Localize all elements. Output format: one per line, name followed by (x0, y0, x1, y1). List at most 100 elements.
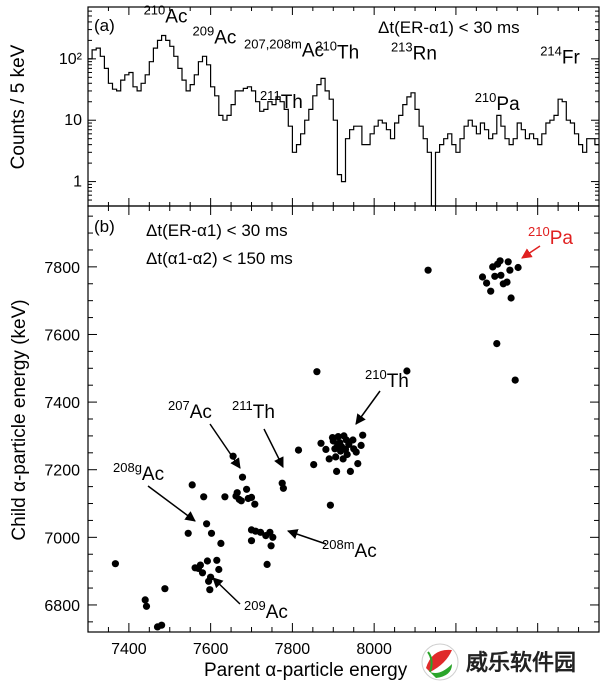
data-point (514, 263, 522, 272)
annotation-label: 208gAc (113, 460, 164, 485)
annotation-label: 209Ac (244, 598, 288, 623)
data-point (188, 481, 196, 489)
data-point (221, 493, 229, 501)
panel-b-ylabel: Child α-particle energy (keV) (9, 299, 30, 540)
data-point (511, 376, 519, 384)
data-point (247, 493, 256, 501)
data-point (349, 436, 357, 444)
data-point (267, 542, 275, 550)
annotation-arrow (263, 428, 284, 468)
panel-a-axis-ticks: 10² 10 1 (59, 6, 600, 207)
y-tick-label: 10² (59, 51, 83, 68)
annotation-label: 211Th (232, 398, 275, 423)
data-point (496, 257, 504, 265)
panel-b-condition-1: Δt(ER-α1) < 30 ms (146, 221, 288, 240)
data-point (333, 467, 341, 475)
x-tick-label: 7400 (111, 641, 147, 658)
data-point (483, 279, 491, 287)
panel-a-histogram (88, 34, 599, 207)
data-point (329, 437, 337, 445)
data-point (493, 340, 501, 348)
data-point (352, 448, 360, 456)
x-tick-label: 7600 (193, 641, 229, 658)
data-point (213, 556, 221, 564)
data-point (161, 585, 169, 593)
peak-label: 210Ac (144, 3, 188, 28)
data-point (359, 431, 367, 439)
data-point (184, 529, 192, 537)
data-point (487, 287, 495, 295)
data-point (196, 561, 204, 569)
panel-b-axis-ticks: 7400760078008000820084006800700072007400… (44, 206, 600, 658)
panel-b: (b) Δt(ER-α1) < 30 ms Δt(α1-α2) < 150 ms… (9, 205, 600, 681)
data-point (334, 433, 342, 441)
data-point (142, 602, 151, 610)
data-point (279, 484, 287, 492)
data-point (238, 473, 247, 481)
data-point (503, 278, 511, 286)
data-point (198, 569, 207, 577)
data-point (506, 266, 514, 274)
data-point (263, 560, 271, 569)
data-point (332, 453, 340, 461)
data-point (354, 460, 362, 468)
peak-label: 210Th (315, 38, 359, 63)
y-tick-label: 7200 (44, 463, 80, 480)
panel-b-label: (b) (94, 217, 115, 236)
data-point (256, 528, 265, 536)
data-point (203, 520, 211, 528)
data-point (346, 467, 354, 475)
data-point (200, 493, 208, 501)
data-point (243, 485, 251, 493)
histogram-line (88, 34, 599, 207)
annotation-arrow (209, 423, 241, 469)
data-point (269, 533, 277, 541)
panel-b-frame (87, 205, 600, 633)
peak-label: 210Pa (475, 90, 520, 115)
annotation-label: 208mAc (322, 537, 377, 562)
data-point (207, 573, 215, 581)
data-point (343, 450, 351, 459)
annotation-label: 210Th (365, 367, 409, 392)
data-point (313, 368, 321, 376)
watermark-logo-icon (421, 643, 459, 681)
panel-a-ylabel: Counts / 5 keV (8, 44, 29, 169)
y-tick-label: 7800 (44, 260, 80, 277)
data-point (294, 446, 303, 454)
data-point (424, 266, 432, 274)
data-point (251, 500, 259, 508)
watermark-text: 威乐软件园 (466, 650, 576, 676)
data-point (207, 529, 216, 537)
data-point (215, 565, 223, 574)
panel-a: (a) Δt(ER-α1) < 30 ms Counts / 5 keV 10²… (8, 3, 600, 207)
data-point (403, 367, 411, 375)
data-point (206, 586, 214, 594)
data-point (158, 621, 166, 629)
data-point (507, 294, 515, 302)
data-point (478, 273, 487, 281)
data-point (310, 461, 318, 469)
peak-label: 213Rn (391, 39, 437, 64)
panel-b-condition-2: Δt(α1-α2) < 150 ms (146, 249, 293, 268)
data-point (317, 439, 325, 447)
panel-a-condition: Δt(ER-α1) < 30 ms (378, 18, 520, 37)
annotation-arrow (147, 485, 196, 522)
data-point (141, 596, 149, 604)
annotation-arrow (355, 390, 381, 425)
data-point (203, 557, 211, 565)
peak-label: 207,208mAc (244, 36, 324, 61)
y-tick-label: 7000 (44, 530, 80, 547)
y-tick-label: 7400 (44, 395, 80, 412)
y-tick-label: 10 (64, 112, 82, 129)
watermark: 威乐软件园 (412, 638, 608, 686)
annotation-arrow (521, 245, 541, 259)
y-tick-label: 1 (73, 174, 82, 191)
data-point (237, 497, 245, 505)
panel-a-label: (a) (94, 16, 115, 35)
data-point (233, 489, 241, 497)
annotation-arrow (212, 577, 241, 605)
peak-label: 209Ac (193, 24, 237, 49)
data-point (217, 539, 225, 548)
